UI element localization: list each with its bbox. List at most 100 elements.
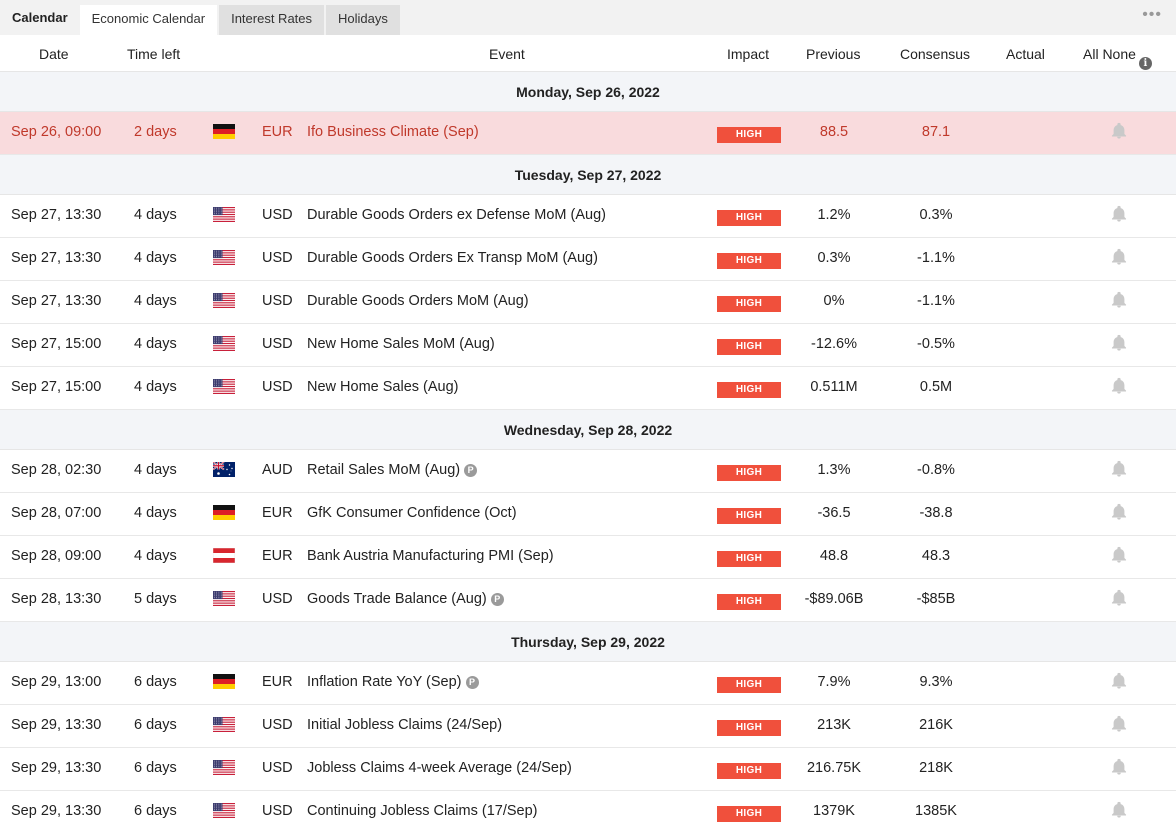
header-event[interactable]: Event (489, 46, 525, 62)
usa-flag-icon (213, 803, 235, 818)
table-row[interactable]: Sep 28, 02:30 4 days AUD Retail Sales MoM (… (0, 450, 1176, 493)
time-left: 2 days (134, 124, 177, 140)
bell-icon[interactable] (1110, 377, 1128, 399)
event-date: Sep 28, 02:30 (11, 462, 102, 478)
table-row[interactable]: Sep 29, 13:00 6 days EUR Inflation Rate YoY… (0, 662, 1176, 705)
austria-flag-icon (213, 548, 235, 563)
bell-icon[interactable] (1110, 205, 1128, 227)
event-name[interactable]: New Home Sales (Aug) (307, 379, 459, 395)
impact-badge: HIGH (717, 551, 781, 567)
consensus-value: 87.1 (921, 124, 951, 140)
table-row[interactable]: Sep 29, 13:30 6 days USD Jobless Claims 4-w… (0, 748, 1176, 791)
usa-flag-icon (213, 717, 235, 732)
table-row[interactable]: Sep 27, 13:30 4 days USD Durable Goods Orde… (0, 195, 1176, 238)
event-name[interactable]: New Home Sales MoM (Aug) (307, 336, 495, 352)
tab-interest-rates[interactable]: Interest Rates (219, 5, 325, 35)
bell-icon[interactable] (1110, 758, 1128, 780)
currency: AUD (262, 462, 293, 478)
event-name-cell[interactable]: Continuing Jobless Claims (17/Sep) (307, 803, 538, 819)
impact-badge: HIGH (717, 382, 781, 398)
all-none-label[interactable]: All None (1083, 46, 1136, 62)
bell-icon[interactable] (1110, 291, 1128, 313)
time-left: 4 days (134, 336, 177, 352)
header-time-left[interactable]: Time left (127, 46, 181, 62)
event-name-cell[interactable]: Jobless Claims 4-week Average (24/Sep) (307, 760, 572, 776)
more-options-icon[interactable]: ••• (1142, 6, 1162, 23)
consensus-value: 0.3% (919, 207, 953, 223)
table-row[interactable]: Sep 29, 13:30 6 days USD Initial Jobless Cl… (0, 705, 1176, 748)
event-name-cell[interactable]: Initial Jobless Claims (24/Sep) (307, 717, 502, 733)
event-name[interactable]: Bank Austria Manufacturing PMI (Sep) (307, 548, 554, 564)
impact-cell: HIGH (717, 592, 781, 610)
event-name[interactable]: Jobless Claims 4-week Average (24/Sep) (307, 760, 572, 776)
event-date: Sep 27, 13:30 (11, 250, 102, 266)
bell-icon[interactable] (1110, 460, 1128, 482)
table-row[interactable]: Sep 29, 13:30 6 days USD Continuing Jobless… (0, 791, 1176, 831)
event-date: Sep 26, 09:00 (11, 124, 102, 140)
impact-badge: HIGH (717, 720, 781, 736)
table-row[interactable]: Sep 27, 15:00 4 days USD New Home Sales MoM… (0, 324, 1176, 367)
table-row[interactable]: Sep 27, 13:30 4 days USD Durable Goods Orde… (0, 238, 1176, 281)
header-actual[interactable]: Actual (1006, 46, 1045, 62)
event-name-cell[interactable]: New Home Sales (Aug) (307, 379, 459, 395)
event-date: Sep 29, 13:00 (11, 674, 102, 690)
event-name-cell[interactable]: Durable Goods Orders ex Defense MoM (Aug… (307, 207, 606, 223)
event-name-cell[interactable]: New Home Sales MoM (Aug) (307, 336, 495, 352)
time-left: 6 days (134, 717, 177, 733)
time-left: 4 days (134, 207, 177, 223)
header-all-none[interactable]: All None i (1083, 46, 1152, 70)
bell-icon[interactable] (1110, 589, 1128, 611)
consensus-value: 0.5M (919, 379, 953, 395)
event-name-cell[interactable]: Bank Austria Manufacturing PMI (Sep) (307, 548, 554, 564)
bell-icon[interactable] (1110, 715, 1128, 737)
event-date: Sep 29, 13:30 (11, 717, 102, 733)
bell-icon[interactable] (1110, 801, 1128, 823)
impact-cell: HIGH (717, 549, 781, 567)
tab-holidays[interactable]: Holidays (326, 5, 400, 35)
bell-icon[interactable] (1110, 503, 1128, 525)
event-name[interactable]: Ifo Business Climate (Sep) (307, 124, 479, 140)
consensus-value: 48.3 (921, 548, 951, 564)
event-name[interactable]: Goods Trade Balance (Aug) (307, 591, 487, 607)
time-left: 4 days (134, 379, 177, 395)
event-name[interactable]: Durable Goods Orders MoM (Aug) (307, 293, 529, 309)
info-icon[interactable]: i (1138, 57, 1152, 70)
table-row[interactable]: Sep 28, 07:00 4 days EUR GfK Consumer Confi… (0, 493, 1176, 536)
event-name[interactable]: Continuing Jobless Claims (17/Sep) (307, 803, 538, 819)
impact-badge: HIGH (717, 253, 781, 269)
event-name-cell[interactable]: Goods Trade Balance (Aug) P (307, 591, 504, 607)
table-row[interactable]: Sep 26, 09:00 2 days EUR Ifo Business Clima… (0, 112, 1176, 155)
event-name[interactable]: Initial Jobless Claims (24/Sep) (307, 717, 503, 733)
tab-economic-calendar[interactable]: Economic Calendar (79, 5, 218, 35)
event-name-cell[interactable]: Inflation Rate YoY (Sep) P (307, 674, 479, 690)
header-date[interactable]: Date (39, 46, 69, 62)
header-consensus[interactable]: Consensus (900, 46, 971, 62)
event-name[interactable]: Durable Goods Orders Ex Transp MoM (Aug) (307, 250, 598, 266)
event-name-cell[interactable]: GfK Consumer Confidence (Oct) (307, 505, 517, 521)
currency: USD (262, 591, 293, 607)
table-row[interactable]: Sep 28, 09:00 4 days EUR Bank Austria Manuf… (0, 536, 1176, 579)
event-name-cell[interactable]: Durable Goods Orders MoM (Aug) (307, 293, 529, 309)
bell-icon[interactable] (1110, 248, 1128, 270)
usa-flag-icon (213, 336, 235, 351)
bell-icon[interactable] (1110, 334, 1128, 356)
table-row[interactable]: Sep 27, 13:30 4 days USD Durable Goods Orde… (0, 281, 1176, 324)
header-previous[interactable]: Previous (806, 46, 861, 62)
event-name-cell[interactable]: Durable Goods Orders Ex Transp MoM (Aug) (307, 250, 598, 266)
event-name-cell[interactable]: Retail Sales MoM (Aug) P (307, 462, 478, 478)
impact-cell: HIGH (717, 337, 781, 355)
day-header: Thursday, Sep 29, 2022 (0, 622, 1176, 662)
bell-icon[interactable] (1110, 546, 1128, 568)
bell-icon[interactable] (1110, 672, 1128, 694)
event-name[interactable]: Inflation Rate YoY (Sep) (307, 674, 462, 690)
header-impact[interactable]: Impact (727, 46, 770, 62)
bell-icon[interactable] (1110, 122, 1128, 144)
event-name[interactable]: GfK Consumer Confidence (Oct) (307, 505, 517, 521)
event-date: Sep 28, 13:30 (11, 591, 102, 607)
event-name[interactable]: Retail Sales MoM (Aug) (307, 462, 461, 478)
event-name[interactable]: Durable Goods Orders ex Defense MoM (Aug… (307, 207, 606, 223)
table-row[interactable]: Sep 28, 13:30 5 days USD Goods Trade Balanc… (0, 579, 1176, 622)
table-row[interactable]: Sep 27, 15:00 4 days USD New Home Sales (Au… (0, 367, 1176, 410)
event-name-cell[interactable]: Ifo Business Climate (Sep) (307, 124, 479, 140)
time-left: 4 days (134, 462, 177, 478)
